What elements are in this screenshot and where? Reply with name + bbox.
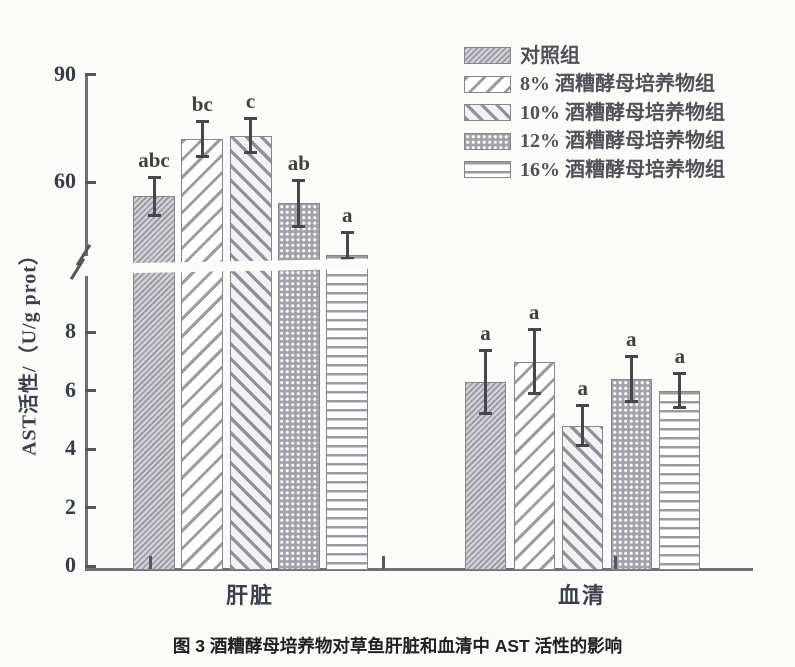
x-category-label: 肝脏 bbox=[225, 583, 275, 608]
x-tick bbox=[381, 556, 385, 569]
error-bar-cap-top bbox=[527, 328, 541, 332]
bar-diag8-肝脏 bbox=[181, 139, 224, 570]
y-tick-label: 60 bbox=[54, 168, 76, 193]
error-bar-cap-bottom bbox=[576, 444, 590, 448]
error-bar-line bbox=[678, 373, 682, 409]
legend-swatch-10pct bbox=[464, 104, 511, 121]
sig-letter: a bbox=[341, 202, 353, 227]
error-bar-cap-top bbox=[624, 354, 638, 358]
legend-label: 16% 酒糟酵母培养物组 bbox=[520, 158, 725, 181]
sig-letter: a bbox=[674, 344, 686, 369]
error-bar-line bbox=[629, 355, 633, 403]
error-bar-line bbox=[532, 329, 536, 394]
error-bar-cap-top bbox=[479, 348, 492, 352]
error-bar-cap-bottom bbox=[195, 155, 209, 159]
error-bar-line bbox=[581, 405, 585, 447]
error-bar-cap-bottom bbox=[527, 391, 541, 395]
sig-letter: a bbox=[577, 376, 588, 401]
sig-letter: a bbox=[626, 326, 637, 351]
error-bar-cap-top bbox=[244, 116, 258, 120]
bar-diag10-肝脏 bbox=[229, 135, 272, 570]
x-category-label: 血清 bbox=[557, 583, 607, 608]
y-tick bbox=[85, 73, 96, 77]
error-bar-cap-top bbox=[340, 230, 354, 234]
legend-item-control: 对照组 bbox=[464, 44, 725, 67]
x-axis bbox=[85, 568, 753, 571]
y-axis-lower bbox=[85, 276, 88, 570]
bar-dots-血清 bbox=[610, 379, 652, 570]
error-bar-cap-bottom bbox=[147, 213, 161, 217]
sig-letter: c bbox=[245, 88, 256, 113]
error-bar-cap-top bbox=[673, 372, 687, 376]
legend-swatch-16pct bbox=[464, 161, 511, 178]
y-tick-label: 8 bbox=[65, 318, 76, 344]
bar-hlines-血清 bbox=[659, 390, 701, 570]
legend-swatch-control bbox=[464, 47, 511, 64]
legend: 对照组 8% 酒糟酵母培养物组 10% 酒糟酵母培养物组 12% 酒糟酵母培养物… bbox=[464, 44, 725, 190]
y-tick-label: 0 bbox=[65, 552, 76, 577]
y-axis-upper bbox=[85, 73, 88, 256]
error-bar-line bbox=[345, 231, 349, 259]
error-bar-cap-top bbox=[195, 120, 209, 124]
legend-item-12pct: 12% 酒糟酵母培养物组 bbox=[464, 130, 725, 152]
y-tick bbox=[85, 447, 96, 451]
bar-dots-肝脏 bbox=[277, 203, 320, 570]
y-tick bbox=[85, 180, 96, 184]
x-tick bbox=[148, 556, 152, 569]
y-tick bbox=[85, 564, 96, 568]
sig-letter: a bbox=[480, 320, 491, 345]
error-bar-line bbox=[249, 117, 253, 154]
error-bar-line bbox=[200, 121, 204, 158]
legend-swatch-12pct bbox=[464, 132, 511, 150]
legend-swatch-8pct bbox=[464, 75, 511, 93]
error-bar-cap-top bbox=[576, 404, 590, 408]
y-tick-label: 90 bbox=[54, 60, 76, 86]
bar-control-血清 bbox=[465, 382, 506, 570]
sig-letter: bc bbox=[191, 92, 213, 117]
error-bar-line bbox=[297, 180, 301, 227]
legend-item-8pct: 8% 酒糟酵母培养物组 bbox=[464, 73, 725, 95]
legend-label: 12% 酒糟酵母培养物组 bbox=[520, 130, 725, 152]
bar-control-肝脏 bbox=[133, 196, 175, 570]
y-tick-label: 6 bbox=[65, 376, 76, 402]
y-tick bbox=[85, 506, 96, 510]
legend-label: 10% 酒糟酵母培养物组 bbox=[520, 101, 725, 124]
error-bar-cap-bottom bbox=[244, 151, 258, 155]
error-bar-line bbox=[152, 176, 156, 216]
y-tick bbox=[85, 330, 96, 334]
legend-item-16pct: 16% 酒糟酵母培养物组 bbox=[464, 158, 725, 181]
error-bar-cap-bottom bbox=[292, 224, 306, 228]
figure-caption: 图 3 酒糟酵母培养物对草鱼肝脏和血清中 AST 活性的影响 bbox=[172, 636, 623, 656]
sig-letter: a bbox=[528, 300, 540, 325]
x-tick bbox=[613, 556, 617, 569]
legend-label: 对照组 bbox=[520, 44, 580, 67]
legend-item-10pct: 10% 酒糟酵母培养物组 bbox=[464, 101, 725, 124]
error-bar-cap-bottom bbox=[624, 400, 638, 404]
legend-label: 8% 酒糟酵母培养物组 bbox=[520, 73, 715, 95]
error-bar-line bbox=[484, 349, 487, 415]
sig-letter: abc bbox=[138, 147, 170, 172]
y-tick-label: 2 bbox=[65, 493, 76, 519]
error-bar-cap-top bbox=[292, 179, 306, 183]
error-bar-cap-top bbox=[147, 175, 161, 179]
error-bar-cap-bottom bbox=[673, 406, 687, 410]
bar-hlines-肝脏 bbox=[326, 255, 369, 570]
error-bar-cap-bottom bbox=[479, 412, 492, 416]
y-tick-label: 4 bbox=[65, 435, 76, 461]
y-tick bbox=[85, 389, 96, 393]
bar-diag8-血清 bbox=[513, 361, 555, 570]
bar-diag10-血清 bbox=[562, 425, 604, 570]
sig-letter: ab bbox=[287, 151, 310, 176]
